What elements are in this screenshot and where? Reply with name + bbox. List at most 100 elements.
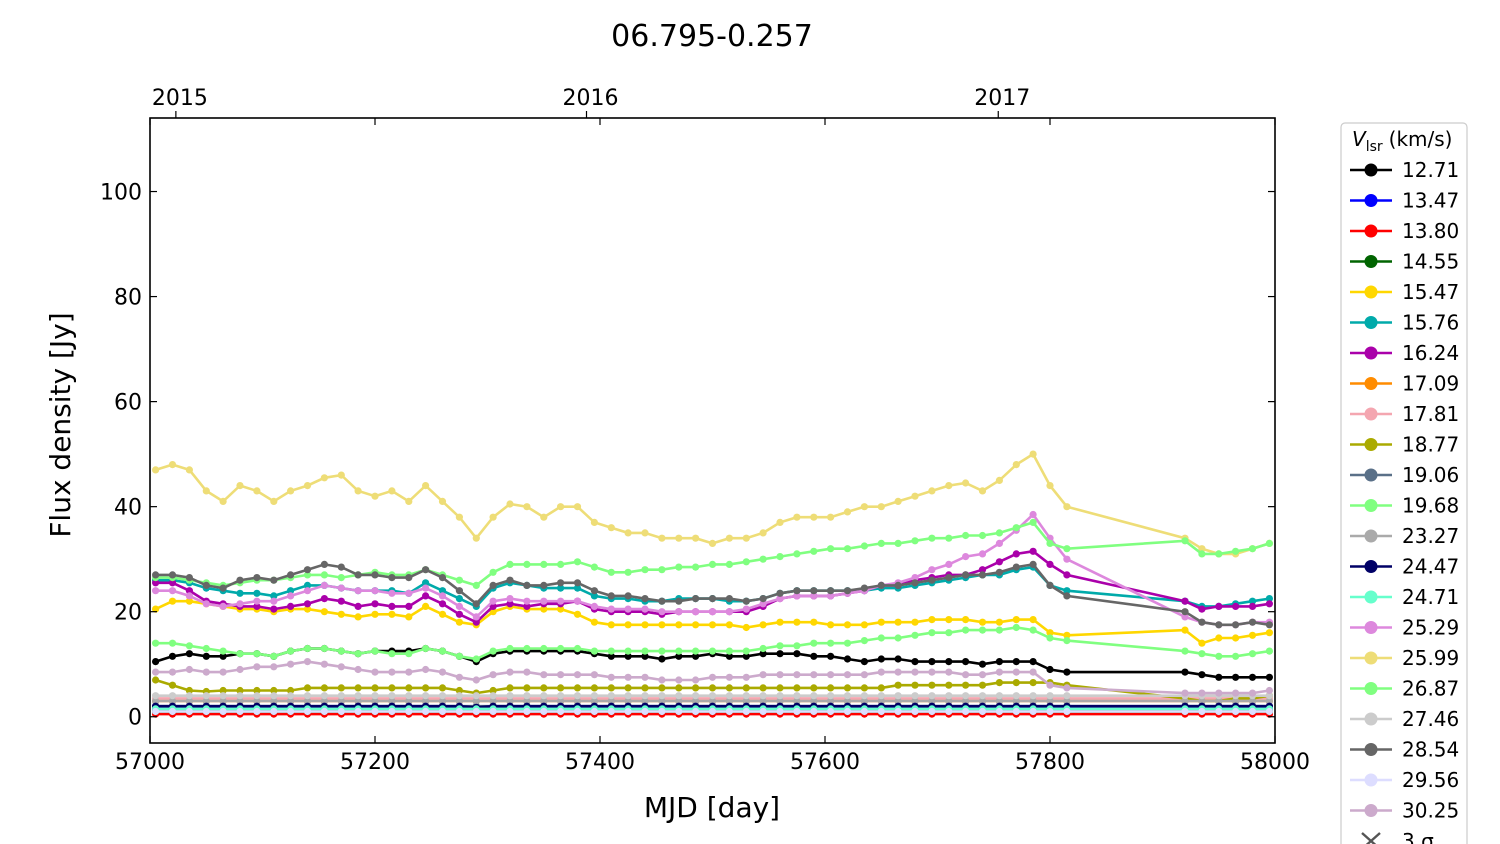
data-point-16.24-59 [1248,602,1257,611]
legend-entry-18.77: 18.77 [1350,433,1459,457]
data-point-23.27-39 [810,697,818,705]
data-point-28.54-53 [1046,581,1054,590]
data-point-12.71-41 [843,655,852,663]
data-point-27.46-3 [202,692,210,700]
legend-swatch-marker [1364,438,1378,451]
legend-entry-28.54: 28.54 [1350,738,1459,762]
data-point-12.71-0 [152,658,160,666]
data-point-25.99-16 [422,482,430,490]
data-point-23.27-51 [1012,697,1020,705]
data-point-23.27-37 [776,697,784,705]
data-point-12.71-42 [860,658,869,666]
data-point-25.29-54 [1063,555,1071,563]
data-point-16.24-17 [438,600,447,608]
data-point-30.25-1 [168,668,177,676]
data-point-23.27-44 [894,697,902,705]
data-point-16.24-51 [1012,550,1020,558]
data-point-30.25-23 [540,671,548,679]
data-point-19.68-6 [253,650,261,658]
data-point-28.54-19 [472,600,480,608]
data-point-19.68-14 [388,650,396,658]
data-point-25.29-46 [928,566,936,574]
data-point-15.47-45 [911,618,919,626]
plot-area [149,117,1276,744]
legend-label: 19.06 [1402,463,1459,487]
data-point-19.68-29 [641,647,649,655]
data-point-19.68-47 [945,629,953,637]
data-point-15.47-42 [860,621,869,629]
data-point-30.25-51 [1012,668,1020,676]
legend-swatch-marker [1364,285,1378,299]
data-point-27.46-0 [152,692,160,700]
data-point-28.54-8 [287,571,295,579]
data-point-23.27-48 [962,697,970,705]
data-point-12.71-54 [1063,668,1071,676]
data-point-30.25-5 [236,665,244,674]
data-point-25.99-19 [472,534,480,542]
data-point-18.77-33 [708,684,717,692]
data-point-27.46-26 [590,692,599,700]
data-point-28.54-2 [185,574,193,582]
data-point-30.25-7 [270,663,278,671]
legend-label: 30.25 [1402,799,1459,823]
data-point-25.99-42 [860,503,869,511]
data-point-29.56-4 [219,707,227,716]
data-point-28.54-27 [607,592,615,600]
data-point-19.68-3 [202,644,210,653]
cross-icon [1361,832,1381,844]
data-point-15.76-54 [1063,587,1071,595]
data-point-26.87-47 [945,534,953,542]
data-point-15.47-23 [540,605,548,613]
data-point-30.25-46 [928,668,936,676]
data-point-16.24-18 [455,610,463,618]
data-point-30.25-39 [810,671,818,679]
data-point-27.46-47 [945,692,953,700]
data-point-30.25-50 [995,668,1004,676]
legend-swatch-marker [1364,377,1378,390]
data-point-28.54-25 [573,579,582,587]
data-point-23.27-52 [1029,697,1037,705]
data-point-25.29-0 [152,587,160,595]
legend-swatch-marker [1364,529,1378,543]
data-point-27.46-53 [1046,692,1054,700]
data-point-28.54-13 [371,571,379,579]
data-point-27.46-41 [843,692,852,700]
data-point-19.68-10 [320,644,328,653]
data-point-18.77-21 [506,684,514,692]
data-point-30.25-9 [303,658,312,666]
data-point-26.87-29 [641,566,649,574]
legend-swatch-marker [1364,468,1378,482]
data-point-28.54-48 [962,571,970,579]
data-point-25.29-38 [793,592,801,600]
data-point-25.99-3 [202,487,210,495]
data-point-23.27-21 [506,697,514,705]
legend-swatch-marker [1364,804,1378,817]
data-point-28.54-54 [1063,592,1071,600]
data-point-12.71-53 [1046,665,1054,674]
data-point-26.87-31 [675,563,683,571]
data-point-26.87-58 [1232,547,1240,555]
data-point-26.87-11 [337,574,345,582]
data-point-15.47-12 [354,613,362,621]
data-point-23.27-14 [388,697,396,705]
data-point-27.46-17 [438,692,447,700]
data-point-18.77-20 [489,686,497,695]
data-point-29.56-33 [708,707,717,716]
data-point-19.68-32 [692,647,700,655]
data-point-15.47-44 [894,618,902,626]
data-point-23.27-45 [911,697,919,705]
data-point-27.46-29 [641,692,649,700]
data-point-15.47-37 [776,618,784,626]
data-point-26.87-30 [658,566,666,574]
data-point-25.99-5 [236,482,244,490]
data-point-19.68-2 [185,642,193,650]
data-point-16.24-10 [320,595,328,603]
data-point-15.47-27 [607,621,615,629]
data-point-25.99-11 [337,471,345,479]
legend-entry-13.47: 13.47 [1350,189,1459,213]
data-point-25.29-7 [270,597,278,605]
data-point-29.56-52 [1029,707,1037,716]
data-point-23.27-57 [1215,697,1223,705]
data-point-18.77-16 [422,684,430,692]
data-point-29.56-11 [337,707,345,716]
